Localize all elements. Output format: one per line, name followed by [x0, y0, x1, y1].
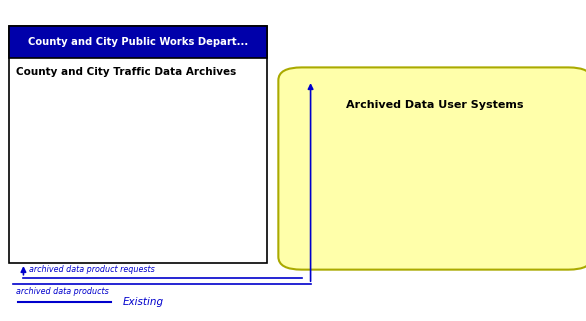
Text: Archived Data User Systems: Archived Data User Systems [346, 100, 524, 109]
Text: County and City Traffic Data Archives: County and City Traffic Data Archives [16, 67, 236, 77]
Text: archived data product requests: archived data product requests [29, 265, 155, 274]
FancyBboxPatch shape [278, 67, 586, 270]
FancyBboxPatch shape [9, 26, 267, 58]
Text: archived data products: archived data products [16, 287, 109, 296]
Text: Existing: Existing [123, 297, 164, 307]
Text: County and City Public Works Depart...: County and City Public Works Depart... [28, 37, 248, 47]
FancyBboxPatch shape [9, 26, 267, 263]
